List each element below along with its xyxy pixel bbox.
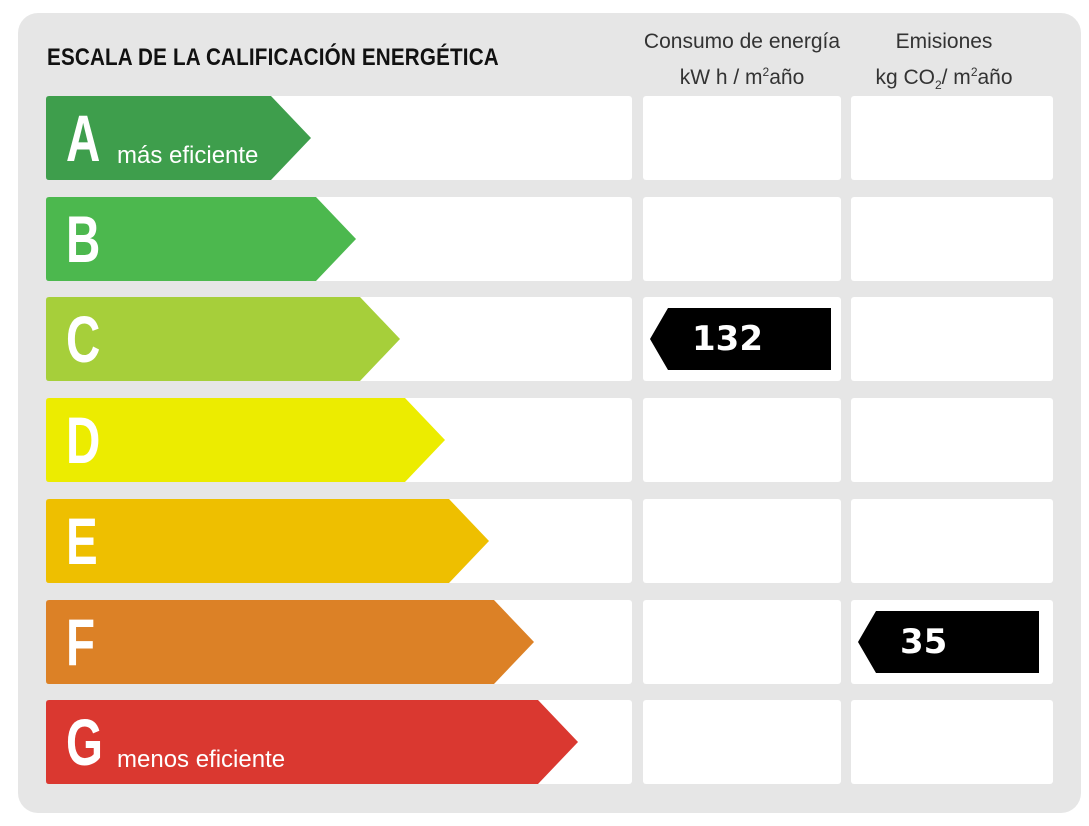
consumo-cell-e <box>643 499 841 583</box>
consumo-cell-d <box>643 398 841 482</box>
rating-arrow-f <box>46 600 534 684</box>
emisiones-cell-g <box>851 700 1053 784</box>
rating-arrow-c-shape <box>46 297 400 381</box>
rating-letter-d: D <box>66 403 101 477</box>
rating-arrow-a <box>46 96 311 180</box>
consumo-cell-a <box>643 96 841 180</box>
rating-arrow-a-fill <box>46 96 311 180</box>
rating-letter-c: C <box>66 302 101 376</box>
consumo-header-line1: Consumo de energía <box>643 30 841 53</box>
consumo-indicator-value: 132 <box>692 319 763 359</box>
rating-arrow-d-fill <box>46 398 445 482</box>
rating-arrow-b-fill <box>46 197 356 281</box>
rating-letter-g: G <box>66 705 103 779</box>
emisiones-cell-c <box>851 297 1053 381</box>
emisiones-header-line1: Emisiones <box>895 30 993 53</box>
rating-arrow-c <box>46 297 400 381</box>
rating-arrow-g-shape <box>46 700 578 784</box>
rating-label-g: menos eficiente <box>117 746 286 773</box>
rating-arrow-b <box>46 197 356 281</box>
rating-arrow-b-shape <box>46 197 356 281</box>
emisiones-header-unit: kg CO2/ m2año <box>875 65 1013 93</box>
emisiones-cell-a <box>851 96 1053 180</box>
emisiones-cell-d <box>851 398 1053 482</box>
emisiones-indicator-value: 35 <box>900 622 948 662</box>
consumo-header-unit: kW h / m2año <box>679 65 805 89</box>
rating-letter-e: E <box>66 504 98 578</box>
rating-arrow-e <box>46 499 489 583</box>
rating-arrow-c-fill <box>46 297 400 381</box>
column-header-emisiones: Emisiones kg CO2/ m2año <box>849 27 1039 100</box>
rating-arrow-d-shape <box>46 398 445 482</box>
emisiones-cell-b <box>851 197 1053 281</box>
emisiones-indicator-fill <box>858 611 1039 673</box>
column-header-consumo: Consumo de energía kW h / m2año <box>642 27 842 93</box>
consumo-cell-g <box>643 700 841 784</box>
emisiones-indicator: 35 <box>858 611 1039 673</box>
rating-arrow-g <box>46 700 578 784</box>
rating-arrow-a-shape <box>46 96 311 180</box>
consumo-cell-b <box>643 197 841 281</box>
consumo-indicator: 132 <box>650 308 831 370</box>
emisiones-indicator-shape <box>858 611 1039 673</box>
rating-arrow-e-fill <box>46 499 489 583</box>
consumo-cell-f <box>643 600 841 684</box>
rating-letter-b: B <box>66 202 101 276</box>
page-title: ESCALA DE LA CALIFICACIÓN ENERGÉTICA <box>47 44 499 71</box>
rating-arrow-d <box>46 398 445 482</box>
rating-label-a: más eficiente <box>117 142 259 169</box>
rating-arrow-g-fill <box>46 700 578 784</box>
rating-arrow-f-fill <box>46 600 534 684</box>
consumo-indicator-shape <box>650 308 831 370</box>
rating-letter-f: F <box>66 605 96 679</box>
rating-arrow-f-shape <box>46 600 534 684</box>
consumo-indicator-fill <box>650 308 831 370</box>
emisiones-cell-e <box>851 499 1053 583</box>
rating-arrow-e-shape <box>46 499 489 583</box>
rating-letter-a: A <box>66 101 101 175</box>
